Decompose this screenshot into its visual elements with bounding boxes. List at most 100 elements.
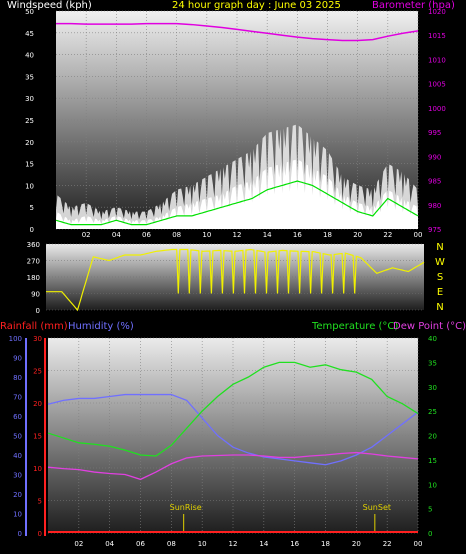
temp-x-tick-label: 06	[136, 540, 145, 548]
temperature-tick-label: 30	[428, 384, 437, 392]
direction-tick-label: 360	[27, 241, 40, 249]
rain-tick-label: 10	[33, 465, 42, 473]
barometer-tick-label: 980	[428, 202, 441, 210]
rain-tick-label: 20	[33, 400, 42, 408]
wind-tick-label: 10	[25, 182, 34, 190]
direction-tick-label: 180	[27, 274, 40, 282]
wind-x-tick-label: 20	[353, 231, 362, 239]
barometer-tick-label: 1005	[428, 81, 446, 89]
humidity-tick-label: 90	[13, 355, 22, 363]
direction-tick-label: 270	[27, 258, 40, 266]
humidity-tick-label: 50	[13, 433, 22, 441]
wind-average-line	[55, 180, 419, 226]
temperature-tick-label: 0	[428, 530, 432, 538]
temp-x-tick-label: 12	[229, 540, 238, 548]
wind-tick-label: 50	[25, 8, 34, 16]
direction-tick-label: 0	[36, 307, 40, 315]
humidity-tick-label: 30	[13, 472, 22, 480]
wind-tick-label: 15	[25, 161, 34, 169]
humidity-tick-label: 80	[13, 374, 22, 382]
dewpoint-line	[47, 451, 419, 481]
wind-x-tick-label: 10	[202, 231, 211, 239]
wind-tick-label: 35	[25, 73, 34, 81]
temp-x-tick-label: 22	[383, 540, 392, 548]
sunrise-label: SunRise	[170, 503, 202, 512]
temp-x-tick-label: 20	[352, 540, 361, 548]
humidity-tick-label: 20	[13, 491, 22, 499]
barometer-tick-label: 1015	[428, 32, 446, 40]
wind-x-tick-label: 06	[142, 231, 151, 239]
rain-tick-label: 0	[38, 530, 42, 538]
humidity-legend: Humidity (%)	[68, 321, 134, 332]
windspeed-axis-title: Windspeed (kph)	[7, 0, 92, 11]
wind-x-tick-label: 08	[172, 231, 181, 239]
humidity-line	[47, 393, 419, 466]
direction-tick-label: 90	[31, 291, 40, 299]
wind-tick-label: 25	[25, 117, 34, 125]
wind-tick-label: 45	[25, 30, 34, 38]
barometer-line	[56, 22, 419, 42]
temperature-tick-label: 10	[428, 481, 437, 489]
barometer-tick-label: 990	[428, 153, 441, 161]
wind-tick-label: 5	[30, 204, 34, 212]
compass-label: W	[435, 257, 445, 268]
temp-x-tick-label: 16	[290, 540, 299, 548]
wind-tick-label: 0	[30, 226, 34, 234]
rain-tick-label: 5	[38, 498, 42, 506]
humidity-tick-label: 60	[13, 413, 22, 421]
barometer-axis-title: Barometer (hpa)	[372, 0, 455, 11]
temperature-tick-label: 20	[428, 433, 437, 441]
barometer-tick-label: 1010	[428, 56, 446, 64]
wind-x-tick-label: 12	[233, 231, 242, 239]
wind-tick-label: 20	[25, 139, 34, 147]
rain-tick-label: 15	[33, 433, 42, 441]
humidity-tick-label: 70	[13, 394, 22, 402]
temperature-tick-label: 15	[428, 457, 437, 465]
humidity-tick-label: 100	[9, 335, 22, 343]
temp-x-tick-label: 00	[414, 540, 423, 548]
barometer-tick-label: 995	[428, 129, 441, 137]
wind-x-tick-label: 22	[383, 231, 392, 239]
wind-tick-label: 30	[25, 95, 34, 103]
graph-title: 24 hour graph day : June 03 2025	[172, 0, 341, 11]
dewpoint-legend: Dew Point (°C)	[393, 321, 466, 332]
temperature-tick-label: 40	[428, 335, 437, 343]
humidity-tick-label: 40	[13, 452, 22, 460]
rain-tick-label: 25	[33, 368, 42, 376]
temp-x-tick-label: 02	[74, 540, 83, 548]
temperature-tick-label: 25	[428, 408, 437, 416]
wind-barometer-chart: 0510152025303540455097598098599099510001…	[25, 8, 446, 239]
wind-x-tick-label: 18	[323, 231, 332, 239]
compass-label: N	[436, 302, 443, 313]
rain-tick-label: 30	[33, 335, 42, 343]
wind-tick-label: 40	[25, 52, 34, 60]
compass-label: N	[436, 242, 443, 253]
barometer-tick-label: 975	[428, 226, 441, 234]
sunset-label: SunSet	[363, 503, 391, 512]
barometer-tick-label: 1000	[428, 105, 446, 113]
barometer-tick-label: 1020	[428, 8, 446, 16]
barometer-tick-label: 985	[428, 178, 441, 186]
compass-label: E	[437, 287, 443, 298]
humidity-tick-label: 0	[18, 530, 22, 538]
temperature-legend: Temperature (°C)	[312, 321, 399, 332]
temperature-tick-label: 5	[428, 506, 432, 514]
compass-label: S	[437, 272, 443, 283]
temperature-tick-label: 35	[428, 359, 437, 367]
temperature-line	[47, 361, 419, 457]
wind-x-tick-label: 14	[263, 231, 272, 239]
temp-x-tick-label: 04	[105, 540, 114, 548]
wind-direction-line	[46, 248, 425, 312]
wind-x-tick-label: 04	[112, 231, 121, 239]
temp-x-tick-label: 10	[198, 540, 207, 548]
humidity-tick-label: 10	[13, 511, 22, 519]
temp-humidity-chart: SunRise SunSet 01020304050607080901000510…	[9, 335, 437, 548]
temp-x-tick-label: 18	[321, 540, 330, 548]
temp-x-tick-label: 14	[259, 540, 268, 548]
wind-speed-area	[56, 159, 418, 229]
temp-x-tick-label: 08	[167, 540, 176, 548]
wind-x-tick-label: 02	[82, 231, 91, 239]
rainfall-legend: Rainfall (mm)	[0, 321, 68, 332]
